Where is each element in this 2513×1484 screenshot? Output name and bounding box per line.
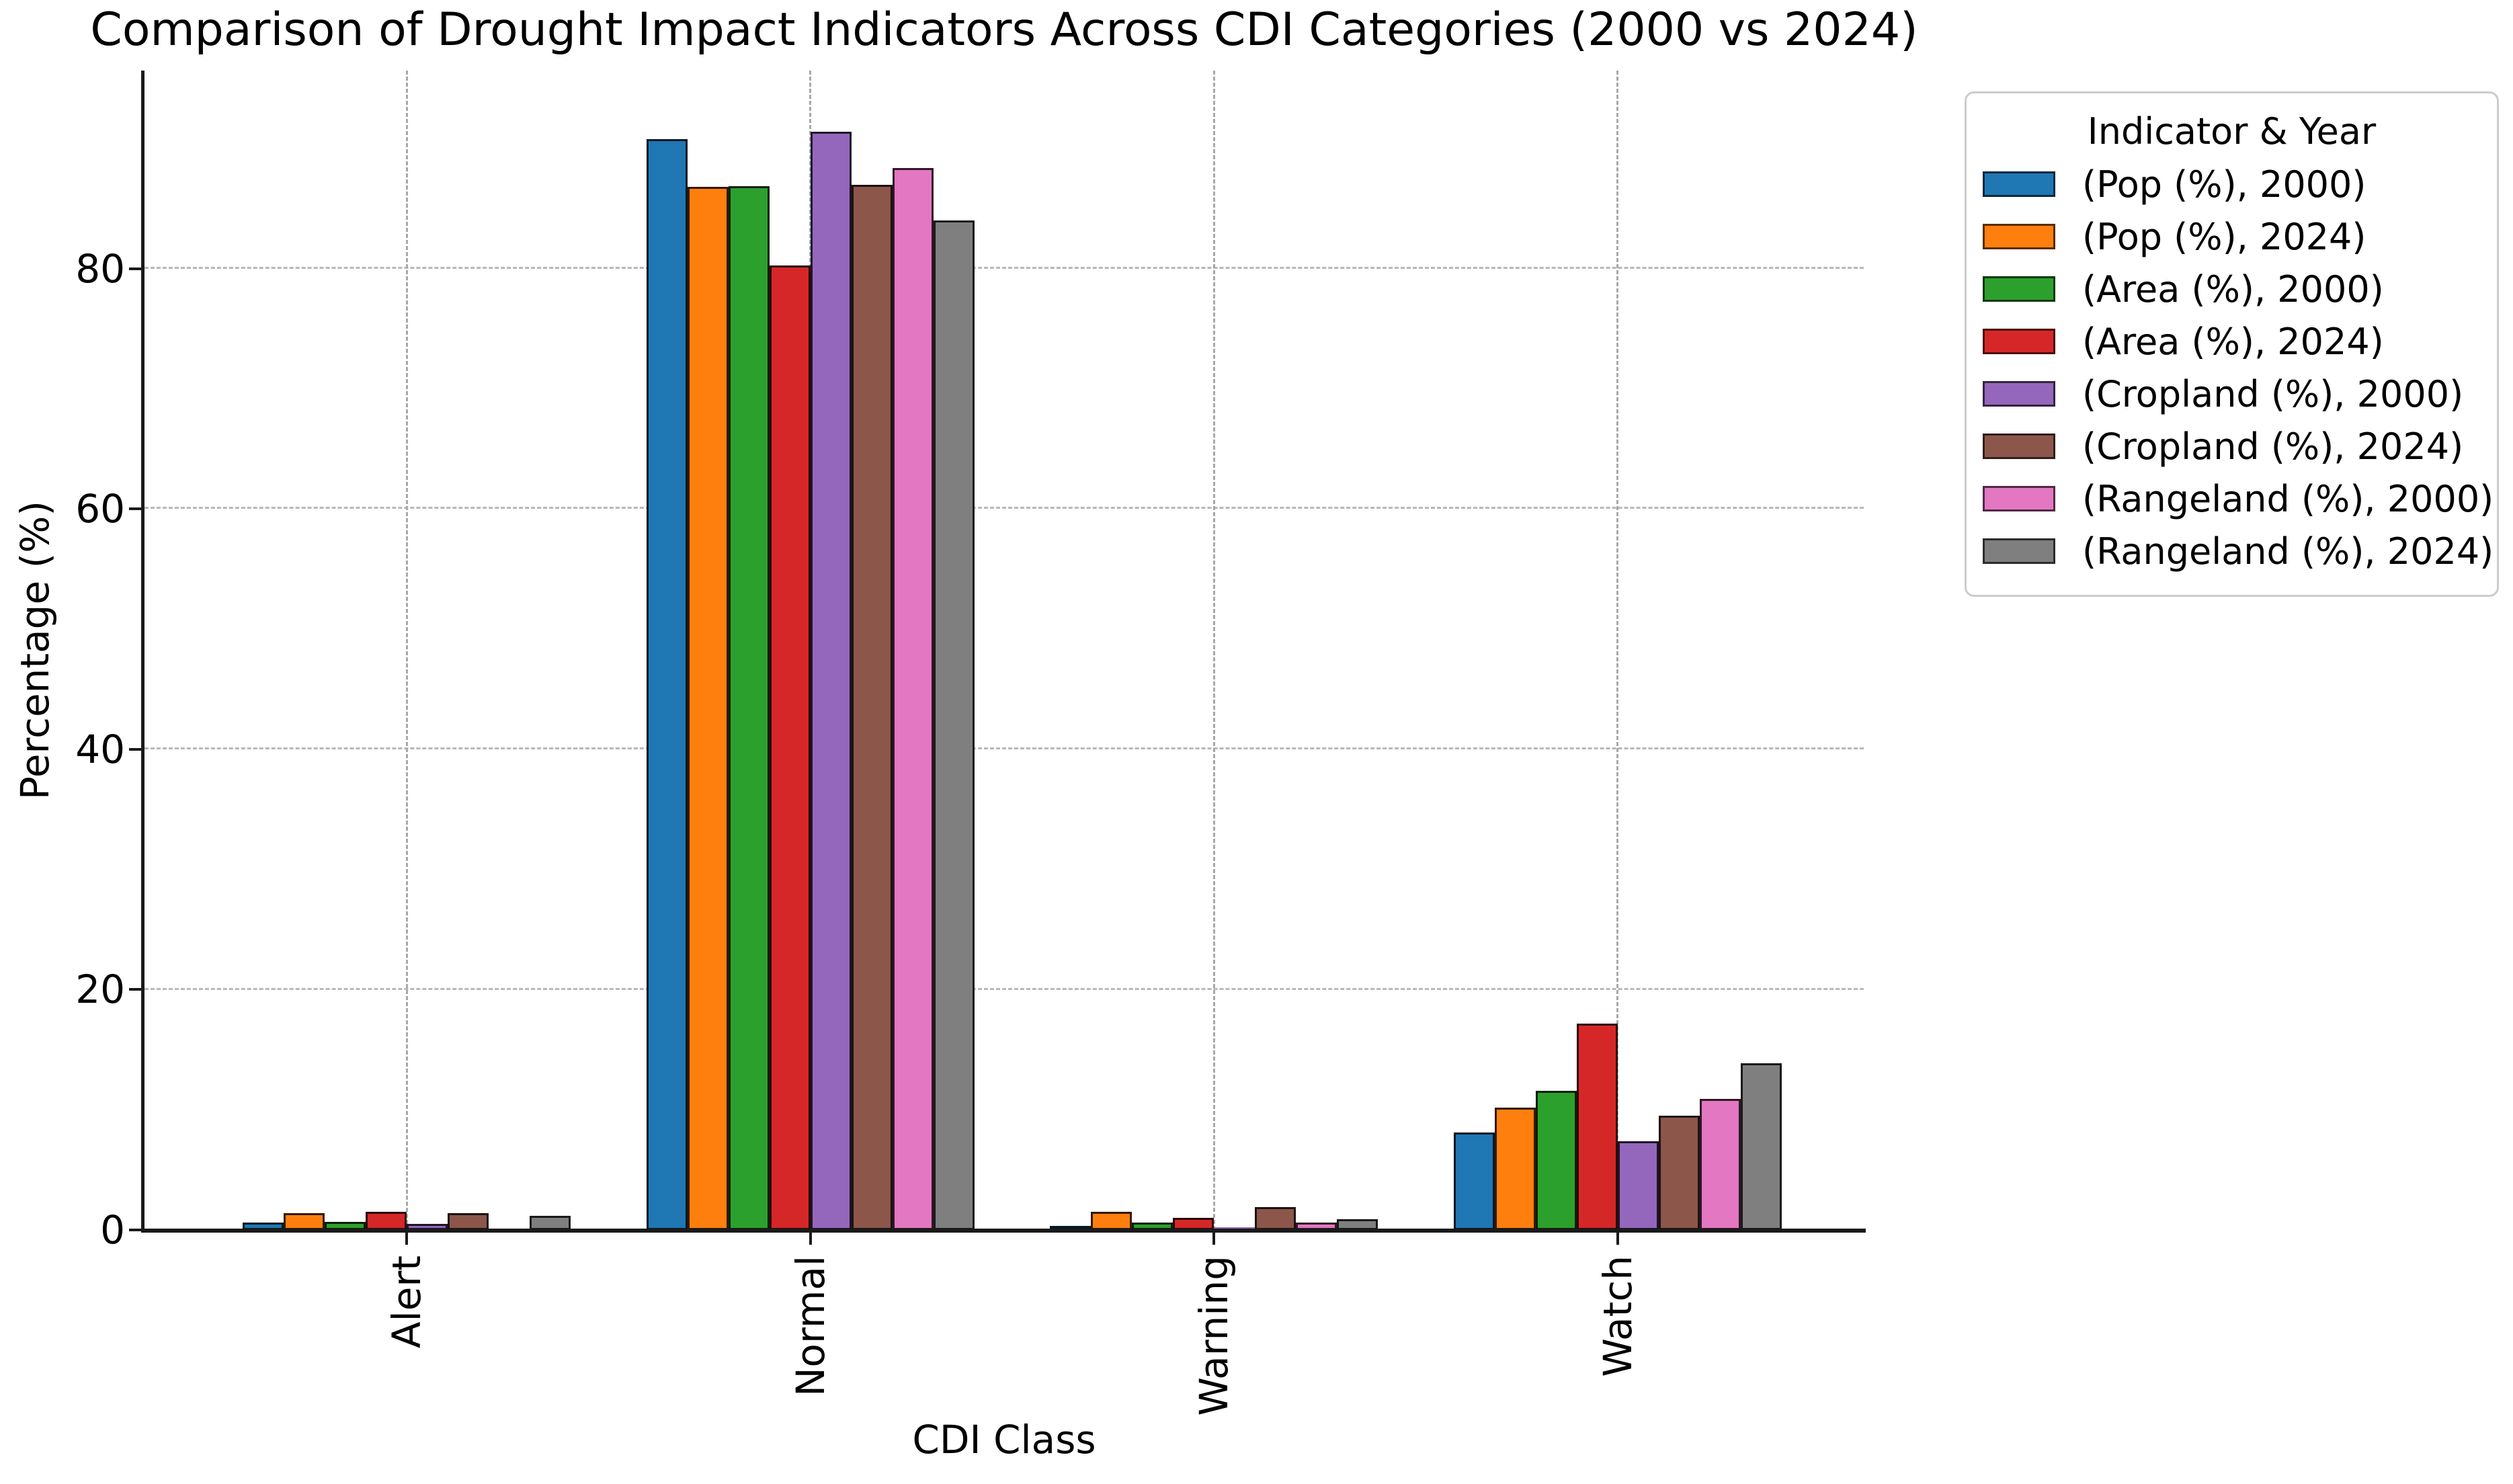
y-tick-label-40: 40 <box>75 726 125 772</box>
legend: Indicator & Year (Pop (%), 2000) (Pop (%)… <box>1965 91 2499 597</box>
bar-normal-3 <box>728 186 770 1230</box>
x-tick-mark-alert <box>405 1233 409 1245</box>
y-tick-mark-80 <box>129 267 141 270</box>
bar-normal-5 <box>810 132 852 1230</box>
chart-title: Comparison of Drought Impact Indicators … <box>90 3 1918 56</box>
x-tick-label-watch: Watch <box>1594 1255 1641 1377</box>
legend-item-label: (Rangeland (%), 2000) <box>2082 477 2494 520</box>
legend-item-3: (Area (%), 2000) <box>1967 263 2497 315</box>
legend-title: Indicator & Year <box>2087 110 2377 153</box>
legend-item-label: (Cropland (%), 2000) <box>2082 372 2464 415</box>
legend-swatch-2 <box>1983 224 2055 249</box>
legend-item-4: (Area (%), 2024) <box>1967 315 2497 368</box>
vertical-gridline-alert <box>405 71 408 1230</box>
bar-normal-1 <box>646 138 688 1230</box>
y-tick-label-60: 60 <box>75 486 125 532</box>
legend-item-label: (Pop (%), 2024) <box>2082 215 2366 258</box>
bar-normal-8 <box>933 220 975 1230</box>
bar-alert-4 <box>366 1212 407 1230</box>
legend-item-7: (Rangeland (%), 2000) <box>1967 472 2497 525</box>
y-tick-label-80: 80 <box>75 245 125 292</box>
legend-item-label: (Area (%), 2000) <box>2082 267 2384 311</box>
bar-watch-5 <box>1617 1141 1659 1230</box>
horizontal-gridline-20 <box>145 987 1864 990</box>
bar-normal-7 <box>892 167 934 1230</box>
bar-normal-6 <box>851 184 893 1230</box>
legend-swatch-6 <box>1983 434 2055 459</box>
bar-alert-2 <box>284 1212 325 1230</box>
bar-watch-7 <box>1699 1099 1741 1230</box>
legend-swatch-4 <box>1983 329 2055 354</box>
bar-warning-6 <box>1255 1207 1296 1230</box>
y-tick-mark-60 <box>129 507 141 511</box>
legend-item-2: (Pop (%), 2024) <box>1967 210 2497 263</box>
horizontal-gridline-60 <box>145 507 1864 509</box>
vertical-gridline-watch <box>1616 71 1619 1230</box>
y-tick-mark-40 <box>129 747 141 751</box>
legend-swatch-8 <box>1983 538 2055 564</box>
bar-watch-4 <box>1576 1023 1618 1230</box>
legend-item-1: (Pop (%), 2000) <box>1967 158 2497 210</box>
legend-item-label: (Pop (%), 2000) <box>2082 163 2366 206</box>
x-tick-label-normal: Normal <box>787 1255 833 1397</box>
legend-item-5: (Cropland (%), 2000) <box>1967 368 2497 420</box>
x-tick-mark-normal <box>809 1233 812 1245</box>
vertical-gridline-warning <box>1212 71 1215 1230</box>
bar-watch-2 <box>1494 1107 1536 1230</box>
y-tick-label-20: 20 <box>75 966 125 1013</box>
bar-normal-4 <box>769 265 811 1230</box>
horizontal-gridline-40 <box>145 747 1864 749</box>
bar-watch-1 <box>1453 1132 1495 1230</box>
plot-area <box>145 71 1864 1230</box>
legend-item-6: (Cropland (%), 2024) <box>1967 420 2497 472</box>
y-axis-spine <box>141 71 145 1232</box>
legend-item-label: (Rangeland (%), 2024) <box>2082 530 2494 573</box>
y-tick-label-0: 0 <box>100 1207 125 1253</box>
bar-watch-8 <box>1740 1063 1782 1230</box>
legend-swatch-1 <box>1983 171 2055 197</box>
x-tick-label-alert: Alert <box>384 1255 430 1349</box>
bar-watch-6 <box>1658 1116 1700 1230</box>
legend-item-label: (Cropland (%), 2024) <box>2082 425 2464 468</box>
y-tick-mark-0 <box>129 1229 141 1231</box>
legend-item-8: (Rangeland (%), 2024) <box>1967 525 2497 577</box>
x-tick-label-warning: Warning <box>1191 1255 1237 1416</box>
legend-swatch-5 <box>1983 381 2055 407</box>
bar-watch-3 <box>1535 1090 1577 1230</box>
x-axis-label: CDI Class <box>912 1417 1096 1462</box>
bar-warning-2 <box>1091 1212 1132 1230</box>
bar-alert-8 <box>530 1215 571 1230</box>
horizontal-gridline-80 <box>145 266 1864 269</box>
x-tick-mark-watch <box>1616 1233 1619 1245</box>
legend-item-label: (Area (%), 2024) <box>2082 320 2384 363</box>
bar-alert-6 <box>448 1212 489 1230</box>
y-tick-mark-20 <box>129 988 141 991</box>
x-axis-line <box>141 1229 1866 1233</box>
x-tick-mark-warning <box>1212 1233 1216 1245</box>
legend-swatch-3 <box>1983 276 2055 302</box>
bar-normal-2 <box>687 187 729 1230</box>
legend-swatch-7 <box>1983 486 2055 511</box>
